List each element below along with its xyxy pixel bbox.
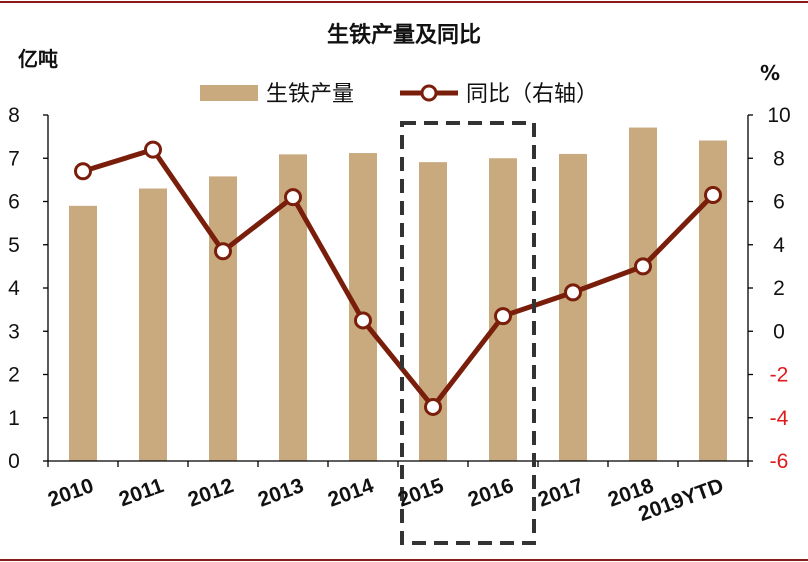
left-tick-label-3: 3 [8,320,20,343]
bar-2010 [69,205,97,461]
x-label-2015: 2015 [395,474,447,512]
bar-2012 [209,176,237,462]
yoy-point-2010 [74,162,92,181]
right-tick-label--4: -4 [770,407,789,430]
right-tick-label-6: 6 [773,191,785,214]
right-tick-label-2: 2 [773,277,785,300]
right-tick-label-0: 0 [773,320,785,343]
bar-2017 [559,153,587,462]
yoy-point-2017 [564,283,582,302]
left-tick-label-7: 7 [8,147,20,170]
left-tick-label-5: 5 [8,234,20,257]
legend-bar-label: 生铁产量 [266,82,354,107]
right-tick-label-4: 4 [773,234,785,257]
yoy-point-2018 [634,257,652,276]
highlight-box-layer [400,121,536,545]
bar-2015 [419,162,447,461]
right-tick-label-10: 10 [767,104,790,127]
yoy-point-2014 [354,311,372,330]
yoy-point-2015 [424,397,442,416]
yoy-point-2012 [214,242,232,261]
left-tick-label-0: 0 [8,450,20,473]
x-label-2011: 2011 [116,474,167,511]
legend-line-marker [420,84,438,102]
legend-bar-swatch [200,85,258,101]
legend-line-label: 同比（右轴） [466,82,598,107]
right-y-axis-ticks: -6 -4 -2 0 2 4 6 8 10 [748,104,791,473]
legend: 生铁产量 同比（右轴） [200,82,598,107]
x-label-2013: 2013 [255,474,307,512]
left-tick-label-6: 6 [8,191,20,214]
x-label-2017: 2017 [535,474,587,512]
right-axis-unit: % [760,61,780,85]
right-tick-label-8: 8 [773,147,785,170]
line-series [74,140,722,416]
x-label-2016: 2016 [465,474,517,512]
left-tick-label-1: 1 [8,407,20,430]
right-tick-label--2: -2 [770,364,789,387]
yoy-point-2019YTD [704,186,722,205]
bar-2018 [629,127,657,461]
yoy-point-2011 [144,140,162,159]
bar-2011 [139,188,167,461]
x-label-2014: 2014 [325,474,377,512]
left-tick-label-4: 4 [8,277,20,300]
bar-series [69,127,727,462]
yoy-point-2016 [494,307,512,326]
yoy-line [82,147,715,410]
left-axis-unit: 亿吨 [18,47,58,71]
left-tick-label-2: 2 [8,364,20,387]
right-tick-label--6: -6 [770,450,789,473]
x-label-2012: 2012 [185,474,237,512]
chart-title: 生铁产量及同比 [327,22,481,48]
x-axis-labels: 2010 2011 2012 2013 2014 2015 2016 2017 20182019… [45,474,727,526]
x-label-2010: 2010 [45,474,97,512]
left-tick-label-8: 8 [8,104,20,127]
highlight-box [400,121,536,545]
left-y-axis-ticks: 0 1 2 3 4 5 6 7 8 [8,104,48,473]
yoy-point-2013 [284,188,302,207]
